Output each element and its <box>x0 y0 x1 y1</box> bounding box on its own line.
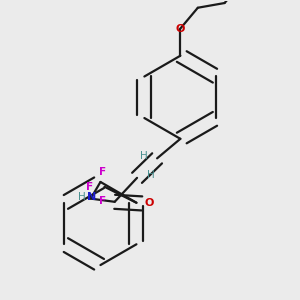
Text: F: F <box>99 167 106 177</box>
Text: H: H <box>140 151 148 161</box>
Text: O: O <box>176 24 185 34</box>
Text: N: N <box>87 192 96 202</box>
Text: F: F <box>85 182 93 192</box>
Text: H: H <box>147 170 154 180</box>
Text: F: F <box>99 196 106 206</box>
Text: O: O <box>144 198 154 208</box>
Text: H: H <box>78 192 85 202</box>
